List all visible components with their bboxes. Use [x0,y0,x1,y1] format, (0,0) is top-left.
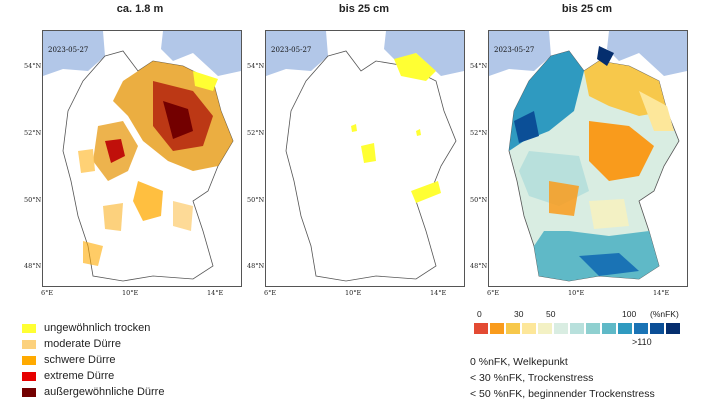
legend-label: schwere Dürre [44,354,116,366]
legend-swatch [22,371,36,381]
map-panel-topsoil-nfk: 2023-05-27 54°N 52°N 50°N 48°N 6°E 10°E … [468,20,690,297]
map-frame [265,30,465,287]
lon-label: 14°E [653,289,670,297]
lat-label: 48°N [247,262,265,270]
legend-swatch [22,387,36,397]
germany-nfk-map-topsoil [489,31,687,282]
legend-item: schwere Dürre [22,352,164,368]
scale-swatch [634,323,648,334]
lat-label: 48°N [470,262,488,270]
map-date: 2023-05-27 [48,46,89,54]
lon-label: 6°E [264,289,277,297]
note-line: 0 %nFK, Welkepunkt [470,356,568,368]
legend-item: ungewöhnlich trocken [22,320,164,336]
drought-legend: ungewöhnlich trocken moderate Dürre schw… [22,320,164,400]
scale-swatch [666,323,680,334]
scale-swatch [554,323,568,334]
scale-swatch [586,323,600,334]
lat-label: 50°N [470,196,488,204]
legend-label: extreme Dürre [44,370,115,382]
lon-label: 10°E [345,289,362,297]
scale-swatch [506,323,520,334]
legend-swatch [22,339,36,349]
legend-item: extreme Dürre [22,368,164,384]
scale-swatch [490,323,504,334]
lat-label: 50°N [24,196,42,204]
scale-swatch [570,323,584,334]
nfk-color-scale: 0 30 50 100 (%nFK) >110 [474,309,682,347]
lat-label: 52°N [247,129,265,137]
scale-tick-label: 0 [477,309,482,319]
legend-item: außergewöhnliche Dürre [22,384,164,400]
map-date: 2023-05-27 [494,46,535,54]
scale-swatch [474,323,488,334]
lat-label: 52°N [24,129,42,137]
lon-label: 10°E [122,289,139,297]
lon-label: 10°E [568,289,585,297]
map-frame [488,30,688,287]
lat-label: 54°N [247,62,265,70]
panel-title-2: bis 25 cm [338,3,390,15]
note-line: < 30 %nFK, Trockenstress [470,372,594,384]
lon-label: 6°E [487,289,500,297]
map-frame [42,30,242,287]
map-panel-topsoil-drought: 2023-05-27 54°N 52°N 50°N 48°N 6°E 10°E … [245,20,467,297]
note-line: < 50 %nFK, beginnender Trockenstress [470,388,655,400]
panel-title-3: bis 25 cm [561,3,613,15]
lat-label: 50°N [247,196,265,204]
scale-unit: (%nFK) [650,309,679,319]
legend-item: moderate Dürre [22,336,164,352]
map-date: 2023-05-27 [271,46,312,54]
scale-tick-label: 30 [514,309,524,319]
lon-label: 14°E [430,289,447,297]
scale-labels: 0 30 50 100 (%nFK) [474,309,679,321]
scale-overflow-label: >110 [632,337,652,347]
panel-title-1: ca. 1.8 m [116,3,164,15]
scale-tick-label: 50 [546,309,556,319]
legend-label: ungewöhnlich trocken [44,322,151,334]
lat-label: 54°N [24,62,42,70]
scale-swatch [618,323,632,334]
lat-label: 54°N [470,62,488,70]
nfk-notes: 0 %nFK, Welkepunkt < 30 %nFK, Trockenstr… [470,354,655,402]
scale-swatch [538,323,552,334]
germany-drought-map-topsoil [266,31,464,282]
scale-swatch [602,323,616,334]
lon-label: 14°E [207,289,224,297]
scale-bar [474,323,682,334]
germany-drought-map-total [43,31,241,282]
legend-label: außergewöhnliche Dürre [44,386,165,398]
legend-label: moderate Dürre [44,338,122,350]
legend-swatch [22,355,36,365]
lat-label: 52°N [470,129,488,137]
map-panel-total-soil: 2023-05-27 54°N 52°N 50°N 48°N 6°E 10°E … [22,20,244,297]
scale-tick-label: 100 [622,309,637,319]
scale-swatch [522,323,536,334]
lon-label: 6°E [41,289,54,297]
legend-swatch [22,323,36,333]
scale-swatch [650,323,664,334]
lat-label: 48°N [24,262,42,270]
